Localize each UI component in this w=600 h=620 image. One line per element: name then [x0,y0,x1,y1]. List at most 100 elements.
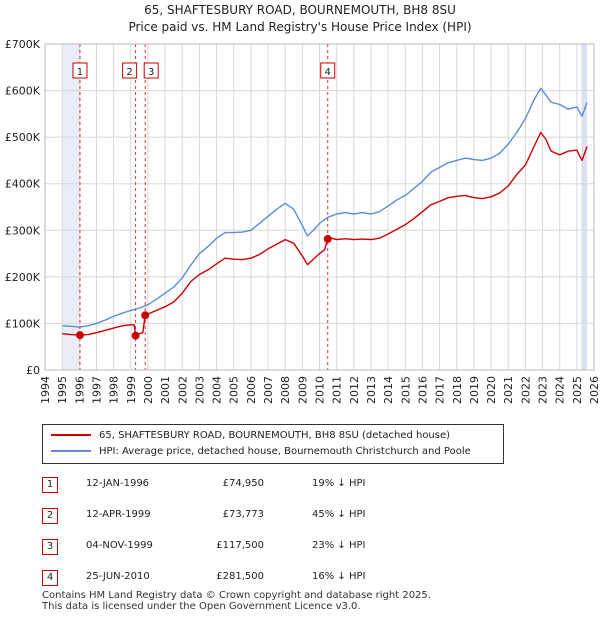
y-tick-label: £400K [5,178,41,191]
x-tick-label: 2013 [365,376,378,404]
x-tick-label: 2004 [211,376,224,404]
y-tick-label: £500K [5,131,41,144]
shaded-band [62,44,80,370]
x-tick-label: 2001 [159,376,172,404]
sale-number-badge: 3 [42,539,58,555]
sale-price: £281,500 [216,571,264,582]
x-tick-label: 2018 [451,376,464,404]
y-tick-label: £600K [5,85,41,98]
y-tick-label: £0 [26,364,40,377]
x-tick-label: 2008 [279,376,292,404]
x-tick-label: 2012 [348,376,361,404]
sale-date: 25-JUN-2010 [86,571,150,582]
sale-hpi-diff: 23% ↓ HPI [312,540,366,551]
sale-labels: 1 2 3 4 [72,62,336,79]
x-tick-label: 2009 [296,376,309,404]
legend: 65, SHAFTESBURY ROAD, BOURNEMOUTH, BH8 8… [42,424,504,464]
sale-date: 04-NOV-1999 [86,540,153,551]
x-tick-label: 2022 [519,376,532,404]
x-tick-label: 2007 [262,376,275,404]
sale-label-box [320,62,336,79]
sale-row: 2 12-APR-1999 £73,773 45% ↓ HPI [42,503,442,534]
x-tick-label: 1995 [56,376,69,404]
x-tick-label: 2016 [416,376,429,404]
sale-label-box [72,62,88,79]
x-tick-label: 2017 [434,376,447,404]
sale-price: £74,950 [222,478,264,489]
sale-row: 3 04-NOV-1999 £117,500 23% ↓ HPI [42,534,442,565]
y-tick-label: £300K [5,224,41,237]
sale-marker [323,234,332,243]
x-tick-label: 2003 [193,376,206,404]
sale-label-text: 2 [126,67,132,78]
x-tick-label: 2015 [399,376,412,404]
x-tick-label: 2000 [142,376,155,404]
sale-marker [131,331,140,340]
x-tick-label: 1999 [125,376,138,404]
x-tick-label: 2026 [588,376,600,404]
sale-label-text: 3 [148,67,154,78]
sale-row: 1 12-JAN-1996 £74,950 19% ↓ HPI [42,472,442,503]
legend-label-price-paid: 65, SHAFTESBURY ROAD, BOURNEMOUTH, BH8 8… [99,430,451,441]
sale-hpi-diff: 19% ↓ HPI [312,478,366,489]
x-tick-label: 2019 [468,376,481,404]
sale-markers [75,234,332,340]
y-tick-labels: £0 £100K £200K £300K £400K £500K £600K £700K [5,38,41,377]
plot-frame [44,43,595,371]
sale-price: £73,773 [222,509,264,520]
sale-label-text: 4 [325,67,331,78]
shaded-band [581,44,588,370]
y-tick-label: £700K [5,38,41,51]
x-tick-labels: 1994 1995 1996 1997 1998 1999 2000 2001 2002 2003… [39,376,600,404]
price-chart: 1 2 3 4 £0 £100K £200K £300K £400K £500K £600K £70… [5,38,600,404]
footer-licence: This data is licensed under the Open Gov… [42,601,361,612]
sales-table: 1 12-JAN-1996 £74,950 19% ↓ HPI 2 12-APR… [42,472,442,596]
sale-date: 12-JAN-1996 [86,478,150,489]
sale-number-badge: 4 [42,570,58,586]
legend-swatch-hpi [51,450,91,452]
x-tick-label: 1994 [39,376,52,404]
legend-swatch-price-paid [51,434,91,436]
x-tick-label: 2023 [537,376,550,404]
chart-subtitle: Price paid vs. HM Land Registry's House … [128,20,472,34]
x-tick-label: 2021 [502,376,515,404]
sale-number-badge: 1 [42,477,58,493]
sale-number-badge: 2 [42,508,58,524]
legend-item-hpi: HPI: Average price, detached house, Bour… [51,445,471,459]
sale-marker [141,311,150,320]
x-tick-label: 2024 [554,376,567,404]
chart-title-block: 65, SHAFTESBURY ROAD, BOURNEMOUTH, BH8 8… [0,2,600,36]
x-tick-label: 2005 [228,376,241,404]
sale-hpi-diff: 16% ↓ HPI [312,571,366,582]
y-tick-label: £100K [5,317,41,330]
sale-label-box [143,62,159,79]
x-tick-label: 2025 [571,376,584,404]
shaded-bands [62,44,588,370]
x-tick-label: 1997 [90,376,103,404]
legend-label-hpi: HPI: Average price, detached house, Bour… [99,446,471,457]
chart-title: 65, SHAFTESBURY ROAD, BOURNEMOUTH, BH8 8… [144,3,456,17]
x-tick-label: 2011 [331,376,344,404]
sale-label-box [122,62,138,79]
x-tick-label: 2020 [485,376,498,404]
sale-marker [75,331,84,340]
price-paid-line [62,131,588,337]
x-tick-label: 2002 [176,376,189,404]
x-tick-label: 2010 [314,376,327,404]
hpi-line [62,87,588,328]
sale-row: 4 25-JUN-2010 £281,500 16% ↓ HPI [42,565,442,596]
x-tick-label: 1996 [73,376,86,404]
footer-copyright: Contains HM Land Registry data © Crown c… [42,590,431,601]
sale-price: £117,500 [216,540,264,551]
legend-item-price-paid: 65, SHAFTESBURY ROAD, BOURNEMOUTH, BH8 8… [51,429,450,443]
series-lines [62,87,588,337]
grid-lines [44,43,595,371]
footer: Contains HM Land Registry data © Crown c… [42,590,582,612]
x-tick-label: 1998 [108,376,121,404]
x-tick-label: 2014 [382,376,395,404]
sale-date: 12-APR-1999 [86,509,151,520]
sale-label-text: 1 [77,67,83,78]
x-tick-label: 2006 [245,376,258,404]
y-tick-label: £200K [5,271,41,284]
sale-hpi-diff: 45% ↓ HPI [312,509,366,520]
